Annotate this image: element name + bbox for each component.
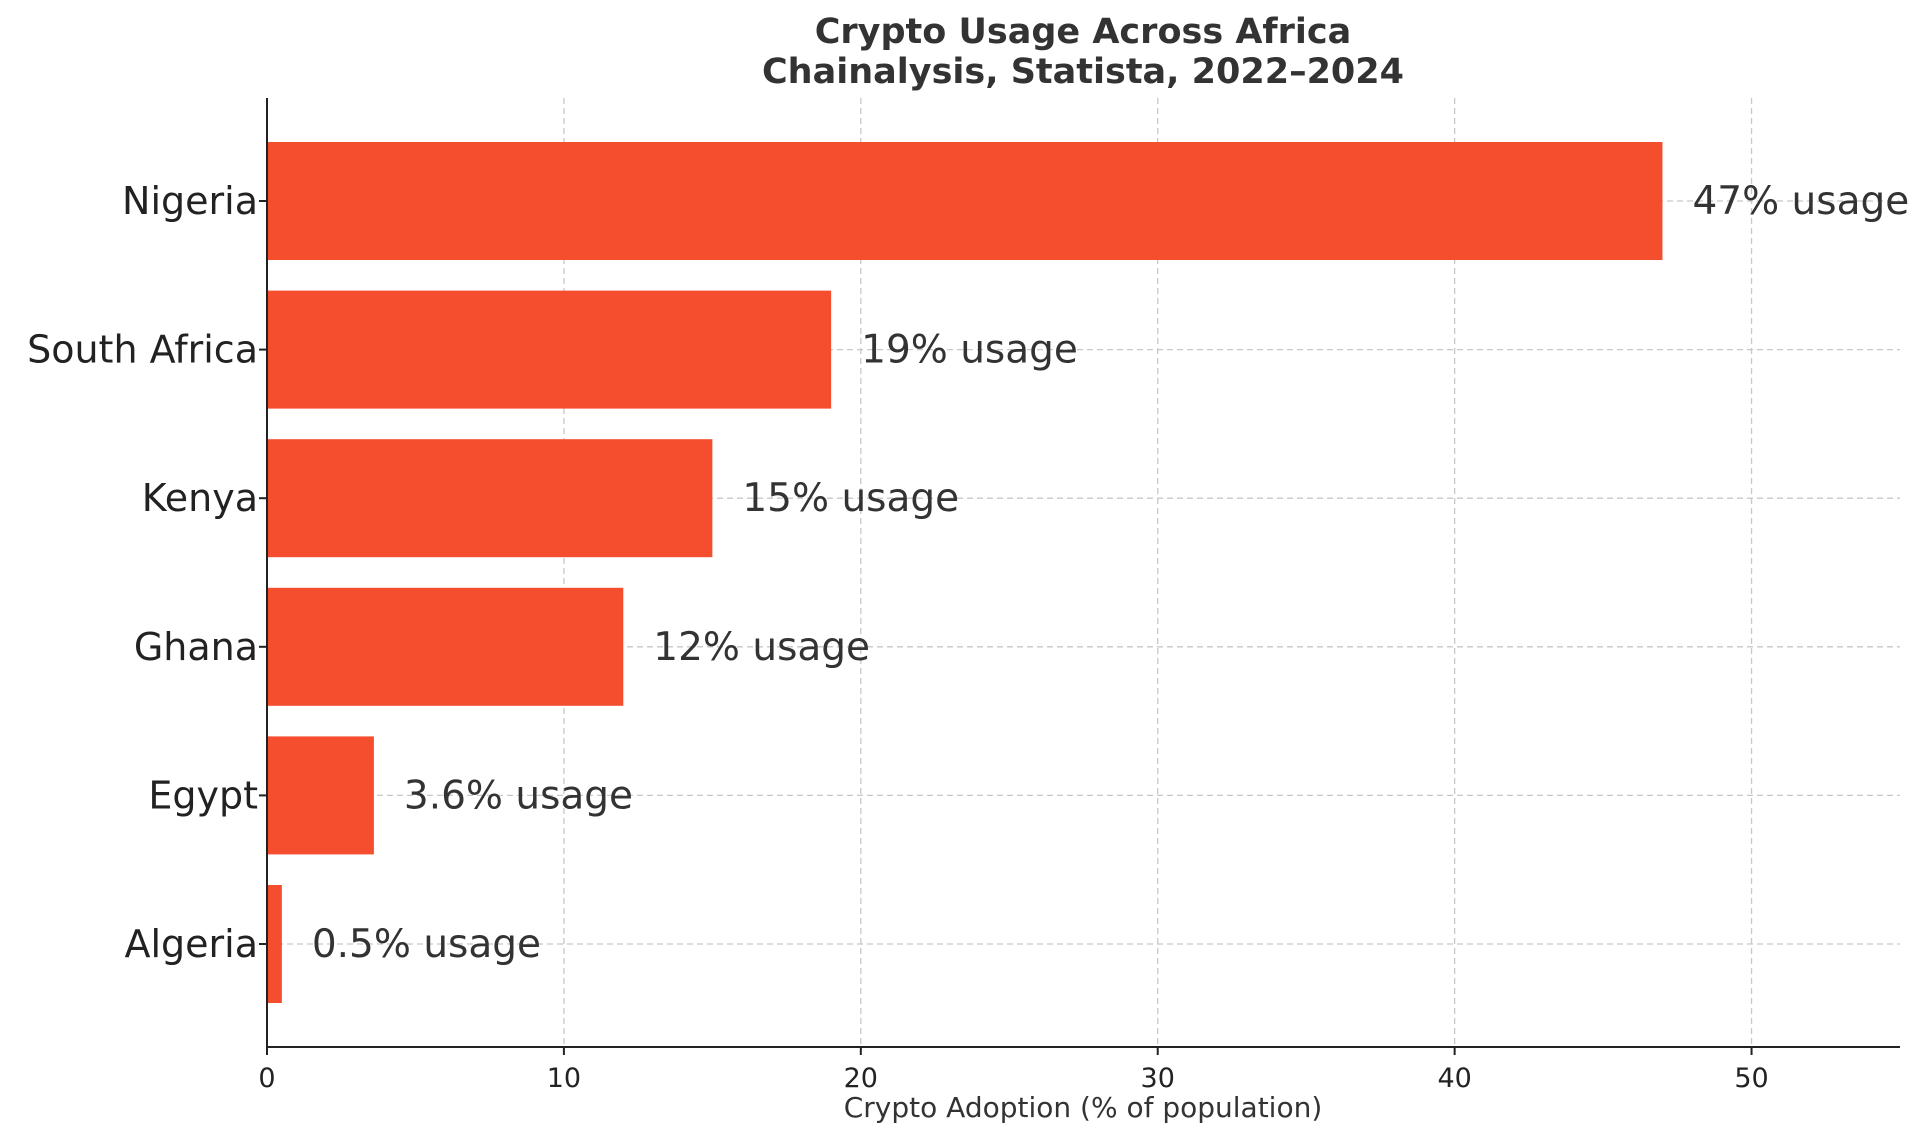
bar-value-label: 0.5% usage <box>312 922 541 967</box>
x-tick-label: 20 <box>844 1063 878 1094</box>
y-tick-label: Ghana <box>134 625 258 669</box>
bar-value-label: 19% usage <box>861 328 1078 373</box>
x-tick-label: 40 <box>1437 1063 1471 1094</box>
bar-value-label: 12% usage <box>653 625 870 670</box>
bar <box>267 587 624 706</box>
bar <box>267 290 832 409</box>
chart-title: Crypto Usage Across Africa <box>815 12 1352 52</box>
y-tick-label: South Africa <box>27 328 258 372</box>
bar <box>267 142 1663 260</box>
x-tick-label: 10 <box>547 1063 581 1094</box>
chart-subtitle: Chainalysis, Statista, 2022–2024 <box>762 52 1404 92</box>
bars <box>267 142 1663 1003</box>
bar <box>267 736 374 855</box>
bar <box>267 885 282 1003</box>
bar-value-label: 15% usage <box>742 476 959 521</box>
bar-value-label: 47% usage <box>1692 179 1909 224</box>
y-tick-labels: Nigeria South Africa Kenya Ghana Egypt Algeri… <box>27 179 267 966</box>
y-tick-label: Kenya <box>142 476 258 520</box>
axes <box>266 98 1900 1048</box>
x-axis-title: Crypto Adoption (% of population) <box>844 1091 1323 1124</box>
x-ticks: 0 10 20 30 40 50 <box>258 1047 1769 1094</box>
y-tick-label: Egypt <box>148 773 258 817</box>
bar <box>267 439 713 558</box>
y-tick-label: Nigeria <box>122 179 258 223</box>
y-tick-label: Algeria <box>124 922 258 966</box>
x-tick-label: 50 <box>1734 1063 1768 1094</box>
x-tick-label: 30 <box>1141 1063 1175 1094</box>
bar-value-label: 3.6% usage <box>404 773 633 818</box>
data-labels: 47% usage 19% usage 15% usage 12% usage 3.6%… <box>312 179 1909 967</box>
x-tick-label: 0 <box>258 1063 275 1094</box>
